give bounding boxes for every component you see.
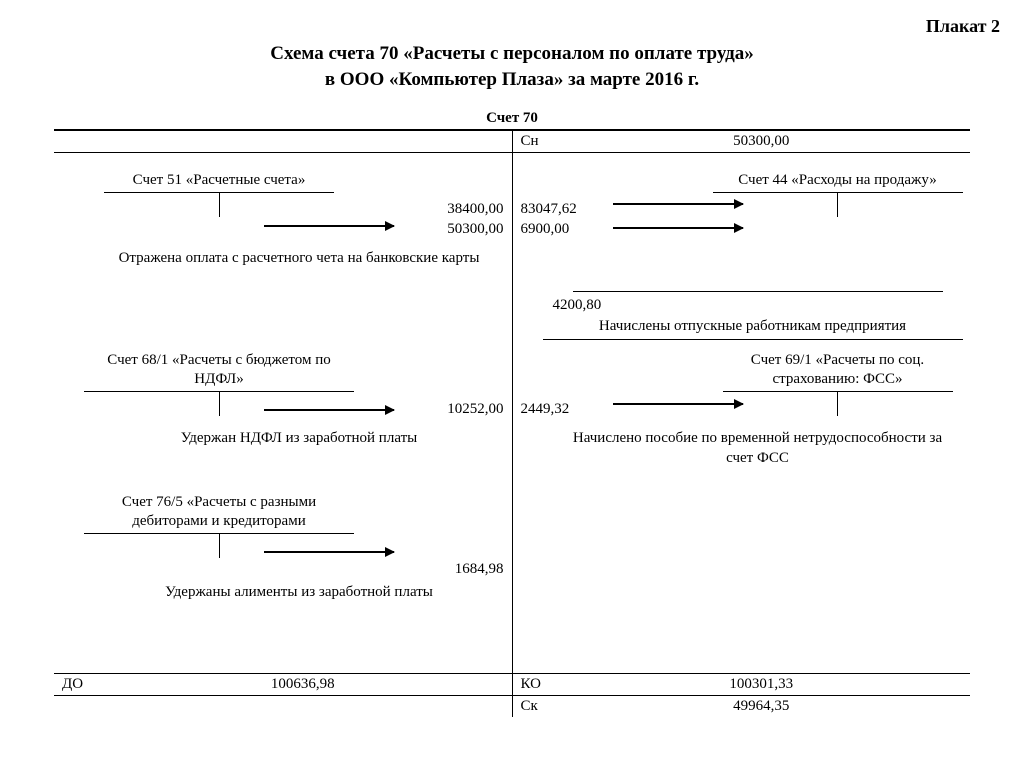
desc-left-1: Отражена оплата с расчетного чета на бан…	[114, 249, 484, 269]
mini-account-76-5-title: Счет 76/5 «Расчеты с разными дебиторами …	[84, 493, 354, 533]
amount-right-1c: 4200,80	[553, 297, 602, 314]
divider-line	[573, 291, 943, 292]
desc-left-2: Удержан НДФЛ из заработной платы	[114, 429, 484, 449]
closing-label: Ск	[521, 698, 561, 715]
arrow-icon	[613, 227, 743, 229]
debit-turnover-value: 100636,98	[102, 676, 504, 693]
arrow-icon	[613, 403, 743, 405]
closing-balance-row: Ск 49964,35	[54, 695, 970, 717]
opening-value: 50300,00	[561, 133, 963, 150]
opening-label: Сн	[521, 133, 561, 150]
amount-left-2: 10252,00	[447, 401, 503, 418]
amount-left-1a: 38400,00	[447, 201, 503, 218]
desc-right-1b: Начислены отпускные работникам предприят…	[543, 317, 963, 337]
mini-account-69-1: Счет 69/1 «Расчеты по соц. страхованию: …	[723, 351, 953, 416]
turnover-row: ДО 100636,98 КО 100301,33	[54, 673, 970, 695]
amount-right-2: 2449,32	[521, 401, 570, 418]
closing-value: 49964,35	[561, 698, 963, 715]
amount-right-1a: 83047,62	[521, 201, 577, 218]
divider-line	[543, 339, 963, 340]
title-line-2: в ООО «Компьютер Плаза» за марте 2016 г.	[325, 69, 699, 90]
credit-turnover-value: 100301,33	[561, 676, 963, 693]
main-account-header: Счет 70	[24, 110, 1000, 127]
mini-account-51-title: Счет 51 «Расчетные счета»	[104, 171, 334, 192]
desc-right-2: Начислено пособие по временной нетрудосп…	[573, 429, 943, 468]
desc-left-3: Удержаны алименты из заработной платы	[114, 583, 484, 603]
mini-account-68-1-title: Счет 68/1 «Расчеты с бюджетом по НДФЛ»	[84, 351, 354, 391]
credit-turnover-label: КО	[521, 676, 561, 693]
mini-account-44-title: Счет 44 «Расходы на продажу»	[713, 171, 963, 192]
t-account-body: Счет 51 «Расчетные счета» 38400,00 50300…	[54, 152, 970, 673]
title-line-1: Схема счета 70 «Расчеты с персоналом по …	[270, 43, 754, 64]
amount-left-3: 1684,98	[455, 561, 504, 578]
debit-column: Счет 51 «Расчетные счета» 38400,00 50300…	[54, 153, 513, 673]
mini-account-76-5: Счет 76/5 «Расчеты с разными дебиторами …	[84, 493, 354, 558]
arrow-icon	[264, 551, 394, 553]
credit-column: Счет 44 «Расходы на продажу» 83047,62 69…	[513, 153, 971, 673]
debit-turnover-label: ДО	[62, 676, 102, 693]
arrow-icon	[264, 225, 394, 227]
amount-right-1b: 6900,00	[521, 221, 570, 238]
poster-label: Плакат 2	[24, 16, 1000, 37]
main-t-account: Сн 50300,00 Счет 51 «Расчетные счета» 38…	[54, 129, 970, 717]
opening-balance-row: Сн 50300,00	[54, 130, 970, 152]
arrow-icon	[264, 409, 394, 411]
mini-account-51: Счет 51 «Расчетные счета»	[104, 171, 334, 217]
arrow-icon	[613, 203, 743, 205]
mini-account-69-1-title: Счет 69/1 «Расчеты по соц. страхованию: …	[723, 351, 953, 391]
page-title: Схема счета 70 «Расчеты с персоналом по …	[24, 41, 1000, 92]
mini-account-44: Счет 44 «Расходы на продажу»	[713, 171, 963, 217]
mini-account-68-1: Счет 68/1 «Расчеты с бюджетом по НДФЛ»	[84, 351, 354, 416]
amount-left-1b: 50300,00	[447, 221, 503, 238]
